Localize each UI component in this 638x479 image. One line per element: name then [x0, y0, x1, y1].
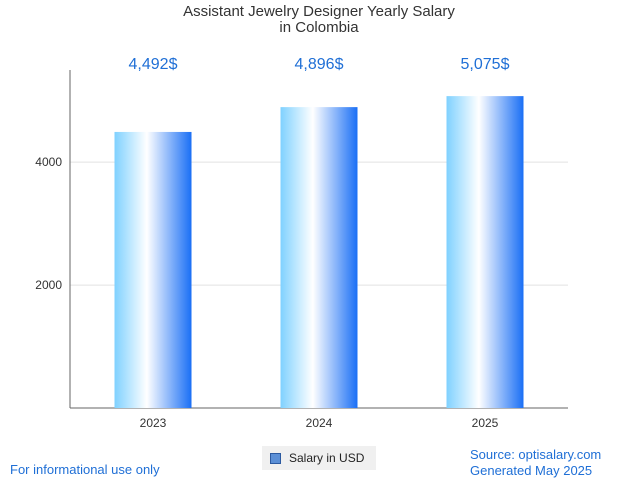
value-label-2024: 4,896$ — [295, 56, 344, 73]
legend-label: Salary in USD — [289, 451, 365, 465]
legend[interactable]: Salary in USD — [262, 446, 376, 470]
x-tick-label-2024: 2024 — [306, 416, 333, 430]
source-text[interactable]: Source: optisalary.com — [470, 447, 602, 462]
bar-2024 — [280, 107, 358, 409]
legend-swatch — [270, 452, 281, 464]
x-tick-label-2023: 2023 — [140, 416, 167, 430]
chart-title-line-2: in Colombia — [279, 19, 359, 36]
value-label-2025: 5,075$ — [461, 56, 510, 73]
x-tick-label-2025: 2025 — [472, 416, 499, 430]
generated-text: Generated May 2025 — [470, 463, 593, 478]
value-label-2023: 4,492$ — [129, 56, 178, 73]
y-tick-label-2000: 2000 — [35, 278, 62, 292]
y-tick-label-4000: 4000 — [35, 155, 62, 169]
bar-2025 — [446, 96, 524, 409]
disclaimer-text: For informational use only — [10, 462, 160, 477]
chart-title-line-1: Assistant Jewelry Designer Yearly Salary — [183, 3, 455, 20]
bar-2023 — [114, 131, 192, 409]
source-info: Source: optisalary.com Generated May 202… — [470, 447, 601, 479]
